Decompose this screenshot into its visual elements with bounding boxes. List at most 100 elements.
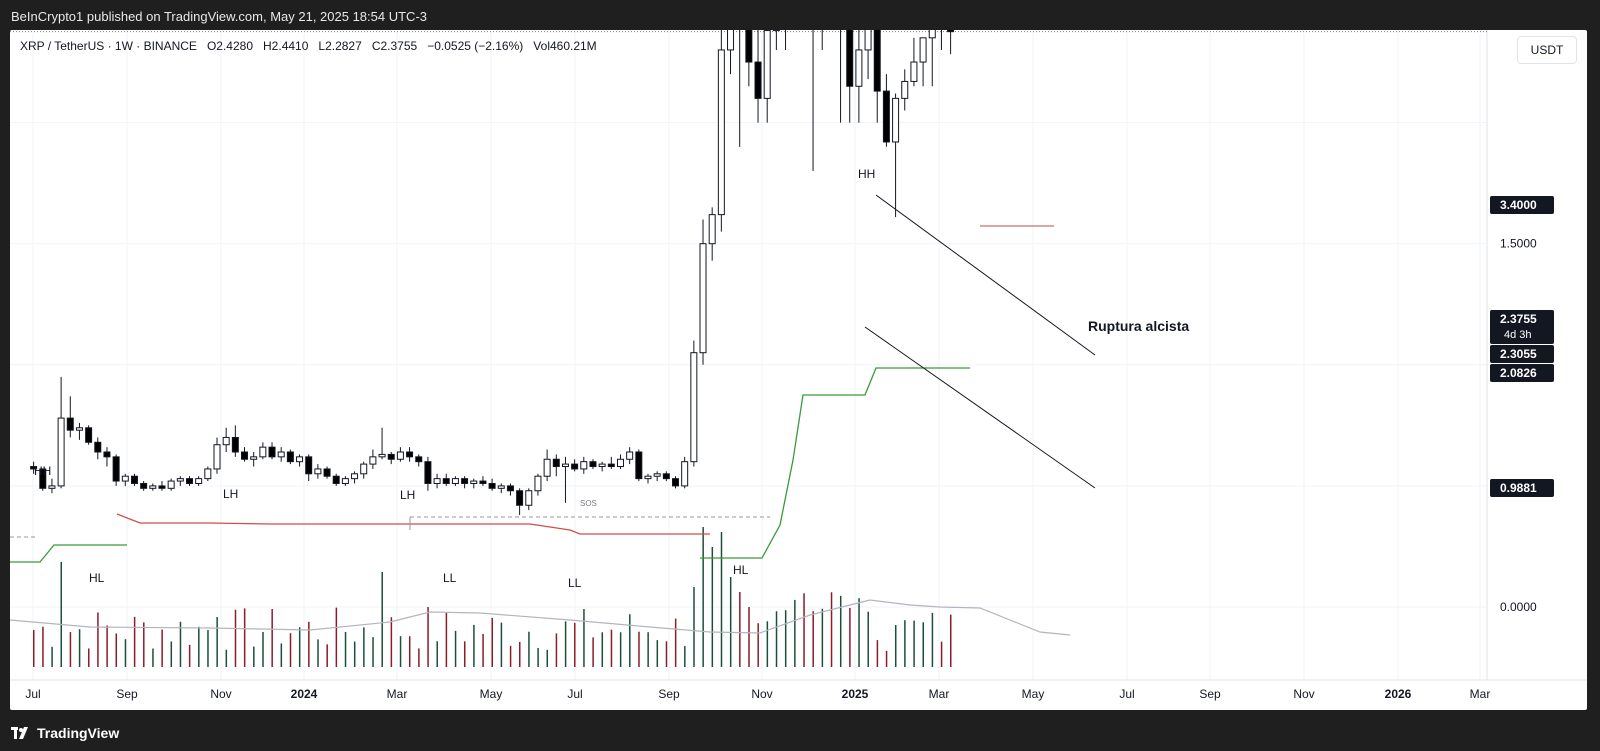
- candle-up[interactable]: [525, 490, 533, 506]
- candle-down[interactable]: [94, 441, 102, 453]
- candle-up[interactable]: [57, 417, 65, 487]
- candle-down[interactable]: [112, 456, 120, 482]
- candle-down[interactable]: [873, 30, 881, 92]
- candle-up[interactable]: [598, 463, 606, 468]
- candle-down[interactable]: [571, 463, 579, 470]
- candle-up[interactable]: [470, 480, 478, 484]
- price-chart[interactable]: 1 (4.5217)0.786 (3.8993)0.618 (3.4107)0.…: [10, 30, 1587, 710]
- candle-down[interactable]: [552, 458, 560, 468]
- candle-up[interactable]: [864, 30, 872, 51]
- candle-up[interactable]: [699, 243, 707, 354]
- candle-down[interactable]: [66, 417, 74, 431]
- candle-up[interactable]: [543, 458, 551, 477]
- price-badge[interactable]: [1490, 364, 1554, 382]
- candle-down[interactable]: [406, 451, 414, 458]
- candle-down[interactable]: [130, 475, 138, 484]
- candle-down[interactable]: [103, 451, 111, 458]
- candle-up[interactable]: [855, 49, 863, 87]
- candle-up[interactable]: [296, 456, 304, 463]
- candle-up[interactable]: [351, 473, 359, 480]
- candle-down[interactable]: [947, 30, 955, 33]
- candle-up[interactable]: [717, 49, 725, 216]
- candle-down[interactable]: [635, 451, 643, 480]
- candle-up[interactable]: [892, 97, 900, 143]
- price-badge[interactable]: [1490, 479, 1554, 497]
- candle-up[interactable]: [772, 30, 780, 32]
- candle-down[interactable]: [607, 463, 615, 468]
- candle-up[interactable]: [369, 456, 377, 465]
- candle-down[interactable]: [231, 436, 239, 453]
- candle-up[interactable]: [222, 436, 230, 446]
- candle-up[interactable]: [250, 456, 258, 460]
- candle-up[interactable]: [167, 480, 175, 489]
- candle-down[interactable]: [85, 427, 93, 443]
- candle-down[interactable]: [461, 478, 469, 484]
- candle-down[interactable]: [442, 478, 450, 484]
- candle-down[interactable]: [323, 468, 331, 477]
- candle-up[interactable]: [48, 485, 56, 489]
- candle-up[interactable]: [616, 458, 624, 468]
- candle-up[interactable]: [204, 468, 212, 480]
- candle-up[interactable]: [534, 475, 542, 492]
- candle-up[interactable]: [690, 352, 698, 463]
- candle-up[interactable]: [919, 37, 927, 63]
- currency-button[interactable]: USDT: [1517, 36, 1577, 64]
- candle-down[interactable]: [488, 482, 496, 489]
- candle-up[interactable]: [910, 61, 918, 82]
- candle-up[interactable]: [195, 478, 203, 484]
- chart-panel[interactable]: 1 (4.5217)0.786 (3.8993)0.618 (3.4107)0.…: [10, 30, 1587, 710]
- candle-up[interactable]: [708, 214, 716, 245]
- candle-down[interactable]: [158, 485, 166, 489]
- candle-up[interactable]: [561, 463, 569, 468]
- candle-down[interactable]: [672, 478, 679, 487]
- candle-down[interactable]: [268, 446, 276, 458]
- candle-up[interactable]: [277, 451, 285, 458]
- candle-up[interactable]: [580, 461, 588, 470]
- candle-up[interactable]: [378, 453, 386, 458]
- candle-down[interactable]: [479, 480, 487, 484]
- candle-down[interactable]: [39, 468, 47, 489]
- candle-up[interactable]: [75, 427, 83, 431]
- candle-up[interactable]: [360, 463, 368, 475]
- candle-down[interactable]: [589, 461, 597, 468]
- candle-down[interactable]: [424, 461, 432, 484]
- candle-up[interactable]: [644, 475, 652, 480]
- candle-up[interactable]: [396, 451, 404, 460]
- candle-up[interactable]: [901, 80, 909, 99]
- candle-down[interactable]: [662, 473, 670, 480]
- candle-down[interactable]: [140, 482, 148, 489]
- candle-down[interactable]: [241, 451, 249, 460]
- candle-up[interactable]: [928, 30, 936, 39]
- candle-up[interactable]: [727, 30, 735, 51]
- candle-up[interactable]: [433, 478, 441, 484]
- candle-down[interactable]: [754, 61, 762, 99]
- candle-down[interactable]: [516, 490, 524, 506]
- candle-down[interactable]: [286, 451, 294, 463]
- candle-up[interactable]: [341, 478, 349, 484]
- candle-up[interactable]: [626, 451, 634, 460]
- candle-up[interactable]: [451, 478, 459, 484]
- candle-up[interactable]: [681, 461, 689, 487]
- candle-up[interactable]: [149, 485, 157, 489]
- candle-up[interactable]: [176, 478, 184, 482]
- candle-up[interactable]: [259, 446, 267, 458]
- candle-down[interactable]: [415, 456, 423, 463]
- candle-down[interactable]: [846, 30, 854, 87]
- candle-down[interactable]: [305, 456, 313, 475]
- price-badge[interactable]: [1490, 196, 1554, 214]
- tradingview-logo[interactable]: TradingView: [11, 725, 119, 741]
- candle-up[interactable]: [763, 30, 771, 99]
- candle-up[interactable]: [653, 473, 661, 477]
- candle-up[interactable]: [213, 444, 221, 470]
- candle-down[interactable]: [185, 478, 193, 484]
- price-badge[interactable]: [1490, 310, 1554, 344]
- price-badge[interactable]: [1490, 345, 1554, 363]
- candle-down[interactable]: [506, 485, 514, 492]
- candle-down[interactable]: [30, 466, 38, 470]
- candle-down[interactable]: [745, 30, 753, 63]
- candle-down[interactable]: [882, 90, 890, 143]
- candle-down[interactable]: [332, 475, 340, 484]
- candle-up[interactable]: [497, 485, 505, 489]
- candle-up[interactable]: [121, 475, 129, 482]
- candle-up[interactable]: [314, 468, 322, 475]
